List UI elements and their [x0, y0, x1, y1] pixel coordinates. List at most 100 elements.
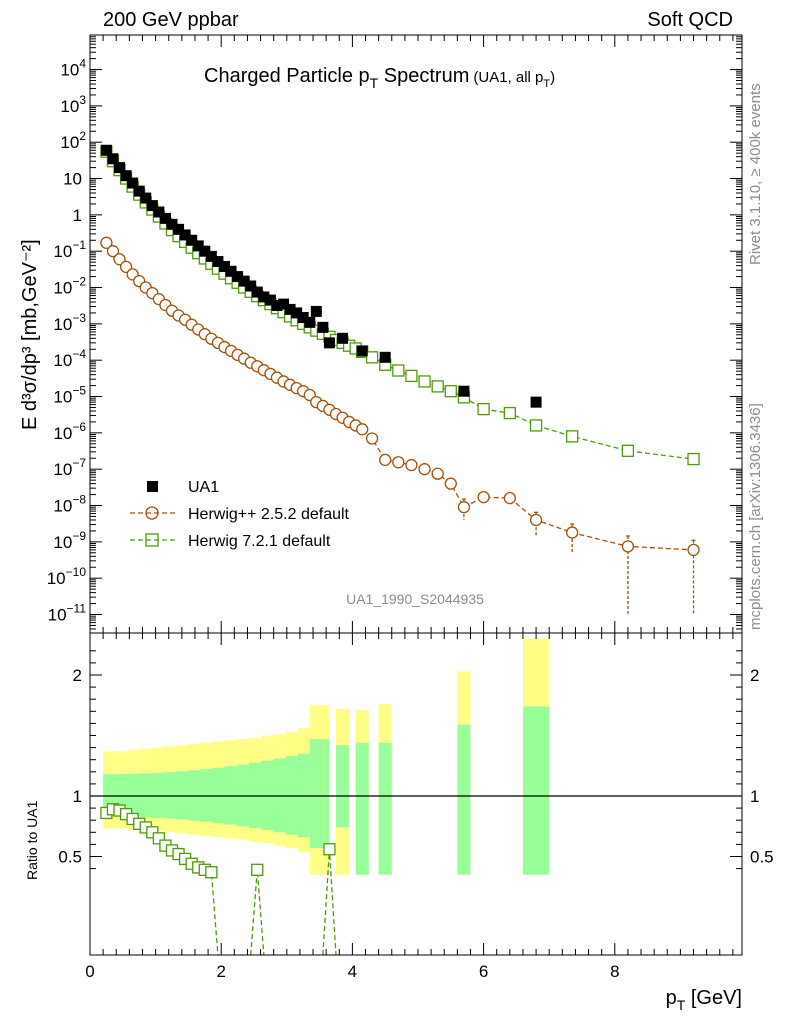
ratio-series-herwig7 [100, 803, 337, 956]
ua1-data-point [212, 256, 224, 268]
ua1-data-point [232, 271, 244, 283]
herwig-pp-point [457, 501, 471, 514]
bottom-y-tick-label: 2 [73, 666, 82, 685]
band-inner [322, 739, 330, 849]
series-ua1-data [100, 144, 542, 408]
plot-title: Charged Particle pT Spectrum (UA1, all pT… [204, 65, 555, 91]
band-inner-bin [261, 760, 274, 831]
herwig7-point [529, 419, 543, 432]
bottom-y-tick-labels: 0.5 0.5 1 1 2 2 [58, 666, 773, 867]
band-inner [355, 742, 369, 875]
top-y-tick-label: 103 [60, 93, 86, 116]
herwig7-point [621, 444, 635, 457]
bottom-y-axis-label: Ratio to UA1 [24, 800, 40, 880]
legend-marker-ua1 [147, 481, 158, 492]
ratio-herwig7-point [251, 863, 264, 876]
legend: UA1 Herwig++ 2.5.2 default Herwig 7.2.1 … [130, 479, 350, 550]
herwig-pp-line [105, 242, 694, 551]
ua1-data-point [304, 316, 316, 328]
top-axis-ticks [89, 35, 742, 633]
top-y-tick-labels: 10−1110−1010−910−810−710−610−510−410−310… [47, 57, 87, 625]
herwig-pp-point [100, 236, 113, 249]
top-y-tick-label: 102 [60, 129, 86, 152]
herwig7-point [418, 375, 431, 388]
bottom-y-tick-label: 1 [73, 787, 82, 806]
ratio-herwig7-point [323, 843, 336, 856]
ua1-data-point [258, 291, 270, 303]
top-y-tick-label: 10−11 [48, 602, 87, 625]
ua1-data-point [297, 311, 309, 323]
band-inner [457, 724, 471, 875]
ua1-data-point [120, 170, 132, 182]
analysis-id: UA1_1990_S2044935 [346, 591, 484, 607]
band-inner-bin [273, 758, 286, 833]
ua1-data-point [179, 229, 191, 241]
bottom-y-tick-label: 0.5 [58, 848, 82, 867]
band-inner [378, 742, 392, 875]
band-inner-bin [297, 753, 311, 838]
ua1-data-point [100, 144, 112, 156]
x-tick-label: 2 [216, 962, 225, 981]
band-inner-bin [188, 770, 201, 821]
band-inner-bin [139, 773, 153, 818]
ua1-data-point [199, 245, 211, 257]
band-inner-bin [127, 773, 141, 817]
legend-label-ua1: UA1 [188, 479, 219, 496]
bottom-y-tick-label-right: 1 [750, 787, 759, 806]
ua1-data-point [271, 300, 283, 312]
ua1-data-point [166, 218, 178, 230]
top-y-tick-label: 10−3 [53, 311, 86, 334]
band-inner-bin [224, 766, 238, 825]
top-y-tick-label: 10−1 [53, 238, 86, 261]
band-inner-bin [285, 756, 299, 835]
top-y-tick-label: 10−4 [53, 347, 86, 370]
ua1-data-point [238, 275, 250, 287]
ua1-data-point [317, 321, 329, 333]
herwig-pp-point [405, 458, 418, 472]
herwig-pp-point [503, 491, 516, 505]
series-herwig-pp-2-5-2 [100, 236, 700, 615]
herwig7-point [392, 364, 405, 377]
herwig-pp-point [392, 456, 405, 469]
band-inner-bin [176, 771, 189, 820]
herwig-pp-point [418, 463, 431, 476]
band-inner-bin [248, 762, 262, 829]
top-y-tick-label: 10−6 [53, 420, 86, 443]
top-y-tick-label: 104 [60, 57, 86, 80]
ua1-data-point [192, 240, 204, 252]
herwig-pp-point [477, 490, 490, 504]
herwig-pp-point [379, 453, 392, 467]
legend-label-herwig-pp: Herwig++ 2.5.2 default [188, 506, 350, 523]
ua1-data-point [140, 192, 152, 204]
top-y-tick-label: 10−9 [53, 529, 86, 552]
top-y-tick-label: 1 [73, 206, 82, 225]
ua1-data-point [458, 385, 470, 397]
ua1-data-point [264, 294, 276, 306]
herwig-pp-point [529, 513, 543, 527]
x-tick-label: 4 [348, 962, 357, 981]
ua1-data-point [356, 345, 368, 357]
header-left: 200 GeV ppbar [103, 9, 239, 31]
top-y-tick-label: 10−8 [53, 493, 86, 516]
ua1-data-point [530, 396, 542, 408]
ua1-data-point [278, 298, 290, 310]
ua1-data-point [323, 337, 335, 349]
x-tick-label: 8 [610, 962, 619, 981]
herwig7-point [566, 430, 579, 443]
x-tick-label: 6 [479, 962, 488, 981]
herwig-pp-point [365, 432, 379, 445]
top-y-tick-label: 10−2 [53, 275, 86, 298]
ratio-herwig7-point [205, 866, 218, 879]
herwig-pp-point [106, 245, 120, 258]
top-y-tick-label: 10−7 [53, 456, 86, 479]
top-y-tick-label: 10 [63, 170, 82, 189]
ua1-data-point [310, 305, 322, 317]
ua1-data-point [114, 162, 126, 174]
legend-marker-herwig7 [145, 533, 159, 547]
bottom-plot-frame [89, 632, 743, 956]
ua1-data-point [205, 250, 217, 262]
band-inner [309, 739, 323, 849]
ua1-data-point [127, 177, 139, 189]
series-herwig-7-2-1 [100, 145, 700, 466]
herwig-pp-point [566, 526, 579, 539]
